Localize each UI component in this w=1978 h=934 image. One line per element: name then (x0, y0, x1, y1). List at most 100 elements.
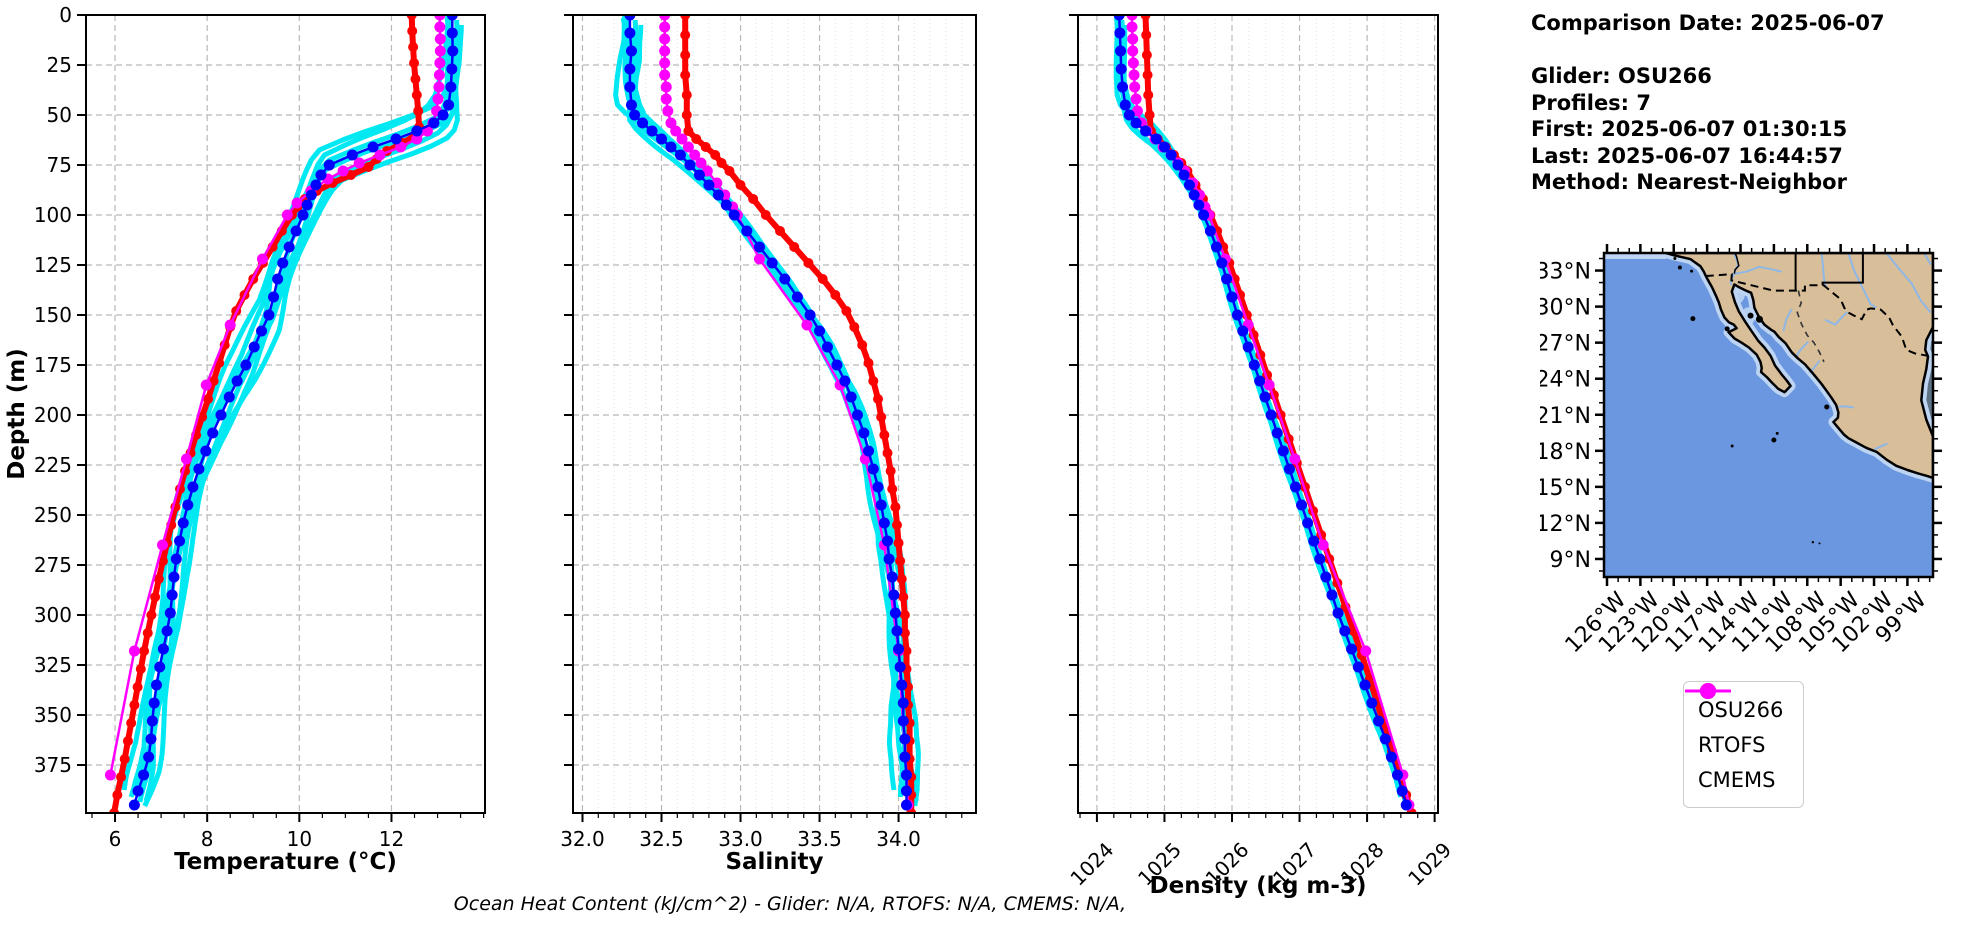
map-lat-tick-label: 33°N (1540, 260, 1591, 285)
series-CMEMS-marker (1263, 379, 1275, 391)
series-OSU266-marker (1271, 427, 1283, 439)
raw-profile-line (627, 19, 914, 803)
series-OSU266-marker (177, 517, 189, 529)
series-OSU266-marker (145, 733, 157, 745)
series-RTOFS-marker (748, 194, 759, 204)
series-RTOFS-marker (680, 30, 691, 40)
depth-tick-label: 100 (34, 203, 72, 227)
series-CMEMS-marker (433, 81, 445, 93)
series-CMEMS-marker (1128, 69, 1140, 81)
map-river (1732, 265, 1782, 276)
series-OSU266-marker (845, 391, 857, 403)
series-RTOFS-marker (363, 162, 374, 172)
series-CMEMS-marker (1127, 57, 1139, 69)
x-tick-label: 10 (287, 827, 312, 851)
series-RTOFS-marker (122, 736, 133, 746)
series-RTOFS-marker (841, 306, 852, 316)
map-island (1730, 444, 1734, 448)
info-line (1531, 37, 1971, 64)
series-OSU266-marker (223, 391, 235, 403)
series-RTOFS-marker (700, 142, 711, 152)
series-OSU266-marker (899, 733, 911, 745)
series-OSU266-marker (1385, 751, 1397, 763)
series-OSU266-marker (272, 273, 284, 285)
series-OSU266-marker (193, 463, 205, 475)
series-CMEMS-marker (801, 319, 813, 331)
series-RTOFS-marker (413, 106, 424, 116)
series-OSU266-marker (804, 309, 816, 321)
ohc-caption: Ocean Heat Content (kJ/cm^2) - Glider: N… (453, 893, 1127, 915)
series-OSU266-line (1117, 15, 1408, 806)
series-OSU266-marker (1115, 45, 1127, 57)
series-OSU266-marker (1359, 679, 1371, 691)
series-OSU266-marker (1373, 715, 1385, 727)
series-RTOFS-marker (129, 700, 140, 710)
series-OSU266-marker (138, 769, 150, 781)
series-OSU266-marker (132, 785, 144, 797)
series-RTOFS-marker (899, 610, 910, 620)
series-RTOFS-marker (345, 170, 356, 180)
series-OSU266-marker (1379, 733, 1391, 745)
map-lat-tick-label: 24°N (1540, 368, 1591, 393)
series-RTOFS-marker (139, 646, 150, 656)
series-OSU266-marker (443, 99, 455, 111)
series-RTOFS-marker (895, 556, 906, 566)
series-CMEMS-marker (1126, 15, 1138, 21)
map-island (1690, 316, 1696, 322)
series-OSU266-marker (1314, 553, 1326, 565)
raw-profile-line (134, 15, 453, 793)
series-OSU266-marker (297, 209, 309, 221)
series-RTOFS-marker (893, 538, 904, 548)
series-OSU266-marker (445, 81, 457, 93)
raw-profile-line (130, 16, 451, 794)
series-OSU266-marker (1113, 15, 1125, 21)
series-OSU266-marker (1237, 325, 1249, 337)
x-tick-label: 33.5 (797, 827, 842, 851)
map-river (1847, 253, 1877, 309)
series-OSU266-marker (1123, 109, 1135, 121)
axis-label-density: Density (kg m-3) (1150, 873, 1367, 899)
x-tick-label: 6 (109, 827, 122, 851)
series-RTOFS-marker (898, 592, 909, 602)
series-CMEMS-marker (659, 21, 671, 33)
series-CMEMS-marker (434, 15, 446, 21)
series-RTOFS-marker (716, 158, 727, 168)
series-CMEMS-marker (432, 93, 444, 105)
series-CMEMS-marker (180, 453, 192, 465)
series-RTOFS-marker (710, 150, 721, 160)
series-RTOFS-marker (830, 290, 841, 300)
series-OSU266-marker (346, 149, 358, 161)
series-OSU266-marker (437, 109, 449, 121)
series-OSU266-marker (779, 273, 791, 285)
depth-tick-label: 25 (47, 53, 72, 77)
x-tick-label: 34.0 (876, 827, 921, 851)
series-RTOFS-marker (109, 808, 120, 813)
map-coastline (1664, 253, 1933, 480)
series-RTOFS-marker (887, 484, 898, 494)
depth-tick-label: 300 (34, 603, 72, 627)
series-OSU266-marker (839, 375, 851, 387)
panel-salinity-series (613, 15, 921, 813)
series-RTOFS-marker (876, 412, 887, 422)
series-OSU266-marker (277, 257, 289, 269)
series-OSU266-marker (231, 375, 243, 387)
series-OSU266-marker (831, 359, 843, 371)
series-OSU266-marker (821, 341, 833, 353)
series-OSU266-marker (315, 169, 327, 181)
series-OSU266-marker (753, 241, 765, 253)
series-OSU266-marker (889, 607, 901, 619)
series-OSU266-marker (200, 445, 212, 457)
map-island (1775, 431, 1779, 435)
series-RTOFS-marker (775, 226, 786, 236)
series-CMEMS-marker (682, 141, 694, 153)
series-RTOFS-marker (153, 574, 164, 584)
legend-label: CMEMS (1698, 767, 1776, 792)
series-OSU266-marker (814, 325, 826, 337)
legend-item-rtofs: RTOFS (1685, 683, 1783, 762)
series-RTOFS-marker (157, 556, 168, 566)
map-island (1690, 269, 1694, 273)
map-shelf-strip (1604, 253, 1666, 259)
series-OSU266-marker (684, 159, 696, 171)
series-RTOFS-marker (857, 340, 868, 350)
